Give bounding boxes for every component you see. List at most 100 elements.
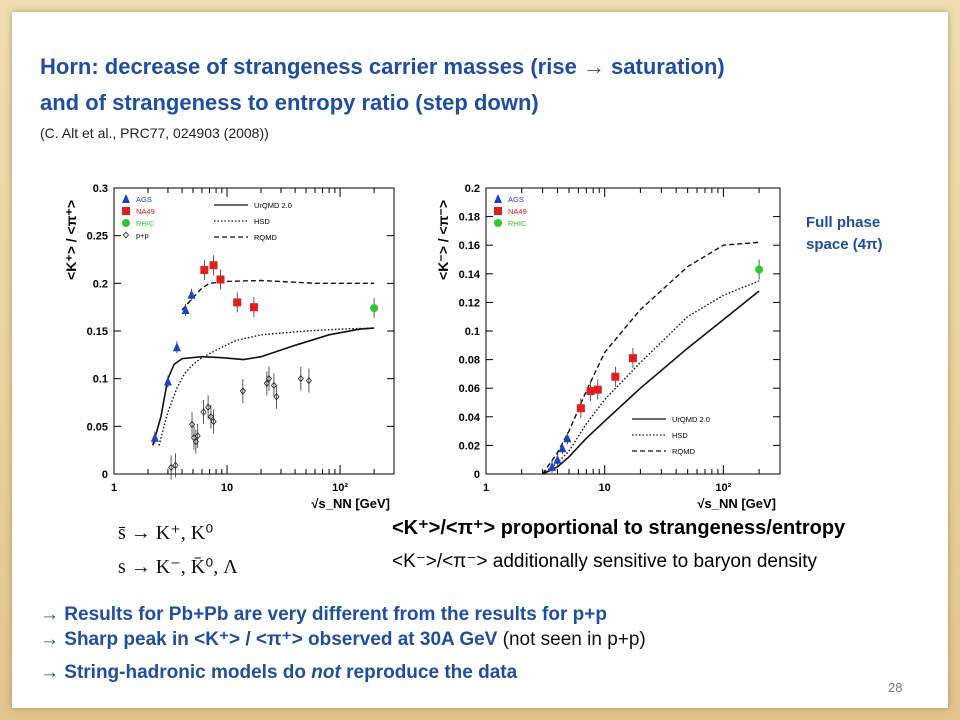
y-tick-label: 0.14 — [459, 269, 481, 281]
curve-dashed — [542, 241, 760, 475]
point-pp — [305, 376, 312, 385]
legend-label-ags: AGS — [508, 195, 524, 204]
curve-dotted — [158, 327, 375, 446]
x-tick-label: 10 — [599, 482, 611, 494]
point-na49 — [628, 354, 637, 363]
legend-marker-na49 — [494, 207, 502, 215]
legend-label-rhic: RHIC — [136, 219, 155, 228]
y-tick-label: 0.05 — [87, 421, 108, 433]
bullet-3: → String-hadronic models do not reproduc… — [40, 662, 517, 684]
point-pp — [265, 375, 272, 383]
y-axis-label: <K⁺> / <π⁺> — [63, 200, 79, 280]
point-na49 — [209, 261, 218, 270]
equation-anti-s: s̄ → K⁺, K⁰ — [118, 522, 214, 544]
point-rhic — [370, 304, 379, 313]
chart-k-plus-pi-plus: 0 0.05 0.1 0.15 0.2 0.25 0.3 1 10 10² √s_NN [GeV] <… — [63, 183, 395, 511]
y-tick-label: 0.18 — [459, 212, 480, 224]
y-tick-label: 0.08 — [459, 355, 480, 367]
point-pp — [172, 461, 179, 470]
bullet-1: → Results for Pb+Pb are very different f… — [40, 604, 607, 626]
full-phase-line-2: space (4π) — [806, 236, 883, 253]
point-pp — [210, 417, 217, 426]
title-line-1: Horn: decrease of strangeness carrier ma… — [40, 54, 725, 79]
legend-line-label: RQMD — [254, 233, 277, 242]
point-pp — [194, 432, 201, 440]
legend-marker-na49 — [122, 207, 130, 215]
point-rhic — [755, 265, 764, 274]
point-pp — [270, 381, 277, 389]
point-na49 — [576, 404, 585, 413]
bullet-1-text: → Results for Pb+Pb are very different f… — [40, 604, 607, 625]
legend-marker-ags — [494, 194, 502, 203]
legend-line-label: UrQMD 2.0 — [672, 415, 710, 424]
point-ags — [563, 433, 572, 443]
y-tick-label: 0.15 — [87, 326, 108, 338]
title-line-2: and of strangeness to entropy ratio (ste… — [40, 90, 539, 115]
point-na49 — [586, 387, 595, 396]
point-ags — [558, 443, 567, 453]
y-tick-label: 0.06 — [459, 383, 480, 395]
page-number: 28 — [888, 680, 903, 695]
slide: Horn: decrease of strangeness carrier ma… — [12, 12, 948, 708]
bullet-3-b: reproduce the data — [340, 662, 518, 683]
legend-line-label: HSD — [672, 431, 688, 440]
x-axis-label: √s_NN [GeV] — [697, 496, 776, 511]
full-phase-line-1: Full phase — [806, 214, 881, 231]
legend-line-label: RQMD — [672, 447, 695, 456]
legend-marker-ags — [122, 194, 130, 203]
y-tick-label: 0 — [102, 469, 108, 481]
y-tick-label: 0.1 — [93, 374, 108, 386]
point-pp — [239, 387, 246, 395]
legend-marker-rhic — [494, 219, 502, 227]
point-pp — [188, 420, 196, 429]
y-axis-label: <K⁻> / <π⁻> — [435, 200, 451, 280]
point-na49 — [593, 385, 602, 394]
x-tick-label: 10 — [221, 482, 233, 494]
bullet-2: → Sharp peak in <K⁺> / <π⁺> observed at … — [40, 628, 646, 651]
point-pp — [200, 408, 207, 416]
legend-marker-pp — [122, 231, 130, 239]
citation: (C. Alt et al., PRC77, 024903 (2008)) — [40, 125, 269, 141]
point-na49 — [216, 275, 225, 284]
x-tick-label: 10² — [715, 482, 731, 494]
legend-label-ags: AGS — [136, 195, 152, 204]
bullet-3-a: → String-hadronic models do — [40, 662, 312, 683]
y-tick-label: 0.2 — [93, 278, 108, 290]
full-phase-space-note: Full phase space (4π) — [806, 212, 883, 256]
bullet-2-plain: (not seen in p+p) — [497, 629, 646, 650]
chart-k-minus-pi-minus: 0 0.02 0.04 0.06 0.08 0.1 0.12 0.14 0.16 0.18 0.2 1… — [435, 183, 781, 511]
claim-k-minus: <K⁻>/<π⁻> additionally sensitive to bary… — [392, 551, 818, 572]
point-na49 — [249, 303, 258, 312]
point-na49 — [200, 265, 209, 274]
x-tick-label: 10² — [332, 482, 348, 494]
curve-dotted — [542, 280, 760, 475]
curve-solid — [151, 327, 375, 446]
point-ags — [150, 432, 159, 442]
legend-label-na49: NA49 — [136, 207, 155, 216]
point-ags — [187, 289, 196, 299]
y-tick-label: 0.16 — [459, 240, 480, 252]
y-tick-label: 0 — [474, 469, 480, 481]
point-pp — [207, 413, 214, 421]
point-ags — [163, 376, 172, 386]
plot-frame — [485, 187, 781, 475]
point-ags — [553, 454, 562, 464]
curve-solid — [542, 290, 760, 475]
legend-label-rhic: RHIC — [508, 219, 527, 228]
x-tick-label: 1 — [483, 482, 489, 494]
point-na49 — [233, 298, 242, 307]
y-tick-label: 0.12 — [459, 297, 480, 309]
legend-label-pp: p+p — [136, 231, 149, 240]
point-pp — [273, 393, 280, 401]
claim-k-plus: <K⁺>/<π⁺> proportional to strangeness/en… — [392, 517, 846, 539]
y-tick-label: 0.25 — [87, 231, 108, 243]
legend-line-label: UrQMD 2.0 — [254, 201, 292, 210]
point-pp — [297, 375, 304, 383]
x-axis-label: √s_NN [GeV] — [311, 496, 390, 511]
curve-dashed — [181, 279, 375, 311]
bullet-3-em: not — [311, 662, 341, 683]
legend-line-label: HSD — [254, 217, 270, 226]
equation-s: s → K⁻, K̄⁰, Λ — [118, 556, 238, 578]
y-tick-label: 0.3 — [93, 183, 108, 195]
legend-marker-rhic — [122, 219, 130, 227]
